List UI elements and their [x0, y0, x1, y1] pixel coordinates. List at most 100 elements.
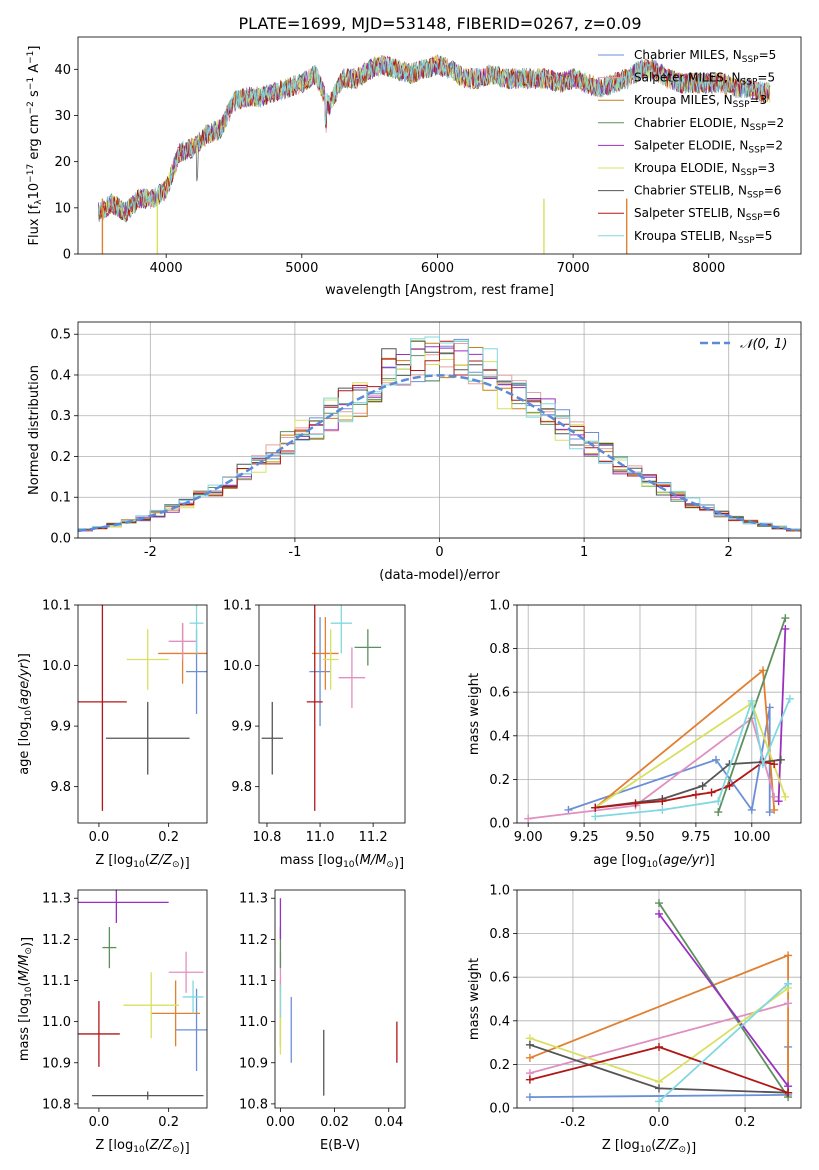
spectrum-axes: 4000 5000 6000 7000 8000 0 10 20 30 40	[54, 63, 725, 276]
weight-marker	[785, 694, 794, 703]
y-tick-label: 9.9	[231, 720, 252, 735]
x-tick-label: 4000	[150, 261, 183, 276]
legend-label: 𝒩(0, 1)	[740, 337, 787, 352]
y-tick-label: 10.0	[223, 659, 252, 674]
weight-marker	[765, 703, 774, 712]
x-tick-label: 11.2	[359, 830, 388, 845]
weight-line	[529, 1002, 789, 1074]
weight-marker	[781, 624, 790, 633]
y-tick-label: 1.0	[489, 599, 510, 614]
x-axis-label: (data-model)/error	[379, 568, 500, 583]
x-axis-label: wavelength [Angstrom, rest frame]	[325, 283, 554, 298]
y-tick-label: 10	[54, 201, 71, 216]
weight-marker	[774, 797, 783, 806]
x-tick-label: -2	[144, 545, 157, 560]
mass_vs_EBV-frame	[274, 889, 406, 1109]
y-tick-label: 11.1	[239, 974, 268, 989]
weight-line	[717, 617, 787, 813]
weight-marker	[658, 805, 667, 814]
y-tick-label: 10.1	[223, 599, 252, 614]
y-tick-label: 30	[54, 109, 71, 124]
weight-marker	[784, 1088, 793, 1097]
legend-label: Salpeter MILES, NSSP=5	[634, 71, 775, 88]
x-tick-label: 5000	[285, 261, 318, 276]
weight_vs_age-plot	[524, 614, 794, 823]
x-axis-label: mass [log10(M/M⊙)]	[280, 853, 404, 871]
y-tick-label: 0.4	[489, 729, 510, 744]
weight-marker	[781, 792, 790, 801]
y-tick-label: 40	[54, 63, 71, 78]
y-tick-label: 10.9	[239, 1056, 268, 1071]
x-tick-label: 8000	[692, 261, 725, 276]
mass_vs_EBV-axes: 0.00 0.02 0.04 10.8 10.9 11.0 11.1 11.2 11.3	[239, 892, 403, 1130]
y-tick-label: 0	[63, 248, 71, 263]
weight-marker	[712, 755, 721, 764]
legend-label: Salpeter STELIB, NSSP=6	[634, 206, 780, 223]
legend-label: Chabrier STELIB, NSSP=6	[634, 184, 782, 201]
weight-line	[658, 983, 789, 1103]
y-axis-label: mass weight	[467, 673, 482, 755]
x-tick-label: -0.2	[560, 1115, 585, 1130]
y-tick-label: 0.2	[489, 1058, 510, 1073]
weight-marker	[714, 808, 723, 817]
weight-marker	[747, 805, 756, 814]
x-axis-label: Z [log10(Z/Z⊙)]	[602, 1138, 696, 1156]
mass_vs_EBV-plot	[279, 898, 398, 1096]
x-tick-label: 1	[580, 545, 588, 560]
weight-marker	[784, 999, 793, 1008]
y-tick-label: 10.9	[42, 1056, 71, 1071]
x-tick-label: 7000	[557, 261, 590, 276]
legend-label: Chabrier ELODIE, NSSP=2	[634, 116, 784, 133]
y-axis-label: Flux [fλ10−17 erg cm−2 s−1 A−1]	[26, 46, 44, 246]
mass_vs_Z-frame	[77, 889, 208, 1109]
weight_vs_age-frame	[516, 604, 802, 824]
residuals-plot	[78, 336, 801, 534]
weight-marker	[698, 781, 707, 790]
x-tick-label: 0	[435, 545, 443, 560]
y-tick-label: 0.6	[489, 971, 510, 986]
weight-marker	[525, 1075, 534, 1084]
weight-marker	[655, 1097, 663, 1106]
weight-marker	[658, 797, 667, 806]
weight-line	[777, 628, 787, 802]
x-tick-label: 9.50	[626, 830, 655, 845]
y-tick-label: 9.8	[50, 780, 71, 795]
x-tick-label: 10.8	[252, 830, 281, 845]
x-tick-label: 0.0	[89, 1115, 110, 1130]
y-tick-label: 0.8	[489, 642, 510, 657]
y-tick-label: 11.2	[239, 933, 268, 948]
weight-marker	[655, 899, 663, 908]
y-tick-label: 0.4	[489, 1014, 510, 1029]
x-tick-label: 0.0	[649, 1115, 670, 1130]
weight-marker	[655, 909, 663, 918]
y-tick-label: 10.8	[42, 1097, 71, 1112]
y-tick-label: 0.0	[489, 817, 510, 832]
weight_vs_Z-frame	[516, 889, 802, 1109]
weight-marker	[655, 1084, 663, 1093]
y-tick-label: 0.5	[50, 328, 71, 343]
x-tick-label: 0.2	[158, 830, 179, 845]
x-axis-label: Z [log10(Z/Z⊙)]	[95, 853, 189, 871]
spectrum-plot	[97, 54, 771, 254]
residuals-axes: -2 -1 0 1 2 0.0 0.1 0.2 0.3 0.4 0.5	[50, 322, 801, 560]
weight-marker	[591, 803, 600, 812]
age_vs_Z-plot	[78, 605, 207, 811]
weight-line	[658, 913, 789, 1087]
weight-marker	[707, 788, 716, 797]
weight-marker	[525, 1093, 534, 1102]
weight-line	[528, 716, 776, 820]
legend-label: Salpeter ELODIE, NSSP=2	[634, 138, 783, 155]
figure-title: PLATE=1699, MJD=53148, FIBERID=0267, z=0…	[238, 14, 641, 33]
weight_vs_Z-grid	[517, 889, 801, 1109]
age_vs_mass-frame	[258, 604, 406, 824]
weight-marker	[770, 805, 779, 814]
y-tick-label: 9.8	[231, 780, 252, 795]
spectrum-line	[97, 56, 771, 222]
x-tick-label: 9.75	[681, 830, 710, 845]
x-axis-label: Z [log10(Z/Z⊙)]	[95, 1138, 189, 1156]
legend-label: Kroupa ELODIE, NSSP=3	[634, 161, 775, 178]
y-tick-label: 1.0	[489, 884, 510, 899]
weight-marker	[525, 1053, 534, 1062]
gaussian-curve	[78, 374, 799, 533]
weight-marker	[691, 790, 700, 799]
